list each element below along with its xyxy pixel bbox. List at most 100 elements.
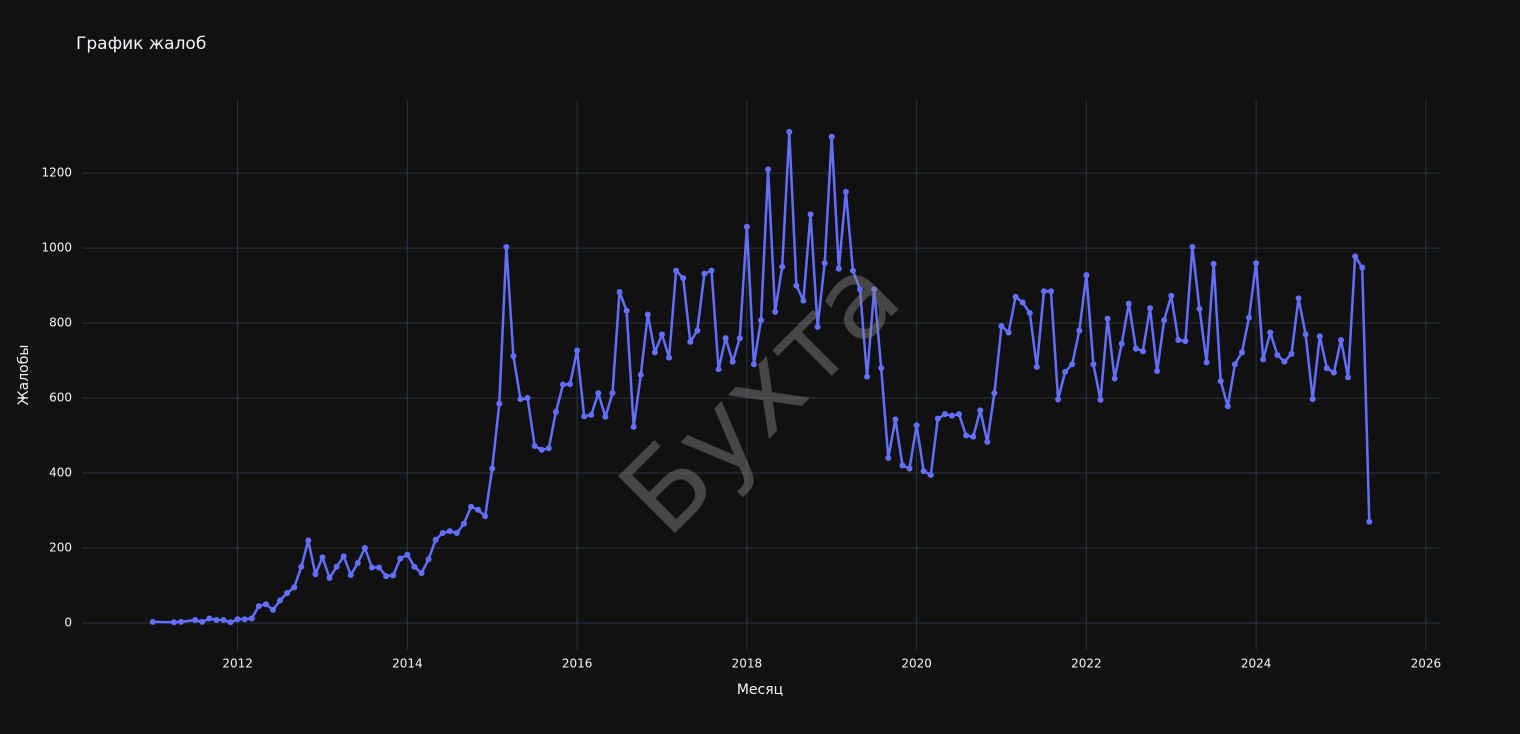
data-point — [1323, 365, 1330, 372]
data-point — [368, 564, 375, 571]
data-point — [248, 615, 255, 622]
data-point — [468, 503, 475, 510]
data-point — [1281, 358, 1288, 365]
data-point — [623, 307, 630, 314]
data-point — [984, 438, 991, 445]
data-point — [291, 584, 298, 591]
data-point — [425, 556, 432, 563]
data-point — [708, 267, 715, 274]
data-point — [1238, 349, 1245, 356]
y-tick-label: 200 — [49, 541, 72, 555]
data-point — [658, 331, 665, 338]
data-point — [361, 545, 368, 552]
data-point — [1316, 333, 1323, 340]
data-point — [736, 335, 743, 342]
data-point — [1083, 272, 1090, 279]
data-point — [404, 551, 411, 558]
data-point — [1337, 336, 1344, 343]
data-point — [418, 570, 425, 577]
data-point — [1139, 348, 1146, 355]
data-point — [687, 338, 694, 345]
data-point — [800, 297, 807, 304]
data-point — [616, 288, 623, 295]
y-tick-label: 1000 — [41, 241, 72, 255]
data-point — [934, 415, 941, 422]
data-point — [1260, 356, 1267, 363]
data-point — [1182, 338, 1189, 345]
data-point — [878, 365, 885, 372]
data-point — [821, 260, 828, 267]
data-point — [531, 443, 538, 450]
data-point — [460, 520, 467, 527]
data-point — [319, 554, 326, 561]
data-point — [772, 308, 779, 315]
data-point — [489, 465, 496, 472]
data-point — [864, 373, 871, 380]
data-point — [906, 465, 913, 472]
y-tick-label: 1200 — [41, 166, 72, 180]
data-point — [588, 411, 595, 418]
data-point — [1302, 331, 1309, 338]
data-point — [1210, 260, 1217, 267]
data-point — [333, 563, 340, 570]
data-point — [602, 413, 609, 420]
data-point — [595, 390, 602, 397]
data-point — [651, 349, 658, 356]
data-point — [941, 411, 948, 418]
data-point — [998, 323, 1005, 330]
data-point — [779, 263, 786, 270]
y-tick-label: 600 — [49, 391, 72, 405]
data-point — [701, 270, 708, 277]
data-point — [1076, 327, 1083, 334]
x-tick-label: 2022 — [1071, 657, 1102, 671]
data-point — [574, 347, 581, 354]
data-point — [1118, 340, 1125, 347]
data-point — [1033, 363, 1040, 370]
data-point — [552, 408, 559, 415]
data-point — [750, 361, 757, 368]
data-point — [1231, 361, 1238, 368]
y-axis-label: Жалобы — [16, 345, 32, 406]
data-point — [524, 395, 531, 402]
data-point — [1224, 403, 1231, 410]
data-point — [857, 286, 864, 293]
data-point — [680, 275, 687, 282]
data-point — [1005, 329, 1012, 336]
data-point — [1274, 351, 1281, 358]
x-tick-label: 2020 — [901, 657, 932, 671]
data-point — [842, 188, 849, 195]
data-point — [538, 446, 545, 453]
data-point — [765, 166, 772, 173]
data-point — [715, 366, 722, 373]
data-point — [559, 381, 566, 388]
data-point — [977, 407, 984, 414]
data-point — [482, 513, 489, 520]
data-point — [609, 390, 616, 397]
data-point — [814, 323, 821, 330]
data-point — [397, 555, 404, 562]
data-point — [199, 618, 206, 625]
data-point — [255, 603, 262, 610]
data-point — [1196, 305, 1203, 312]
data-point — [1161, 317, 1168, 324]
data-point — [991, 390, 998, 397]
data-point — [312, 571, 319, 578]
data-point — [1069, 361, 1076, 368]
data-point — [354, 560, 361, 567]
data-point — [1111, 375, 1118, 382]
data-point — [849, 267, 856, 274]
data-point — [630, 423, 637, 430]
data-point — [1246, 314, 1253, 321]
data-point — [376, 564, 383, 571]
data-point — [340, 553, 347, 560]
data-point — [277, 597, 284, 604]
data-point — [1026, 309, 1033, 316]
data-point — [475, 506, 482, 513]
data-point — [241, 616, 248, 623]
data-point — [758, 317, 764, 324]
data-point — [227, 619, 234, 626]
data-point — [170, 619, 177, 626]
data-point — [1359, 264, 1366, 271]
